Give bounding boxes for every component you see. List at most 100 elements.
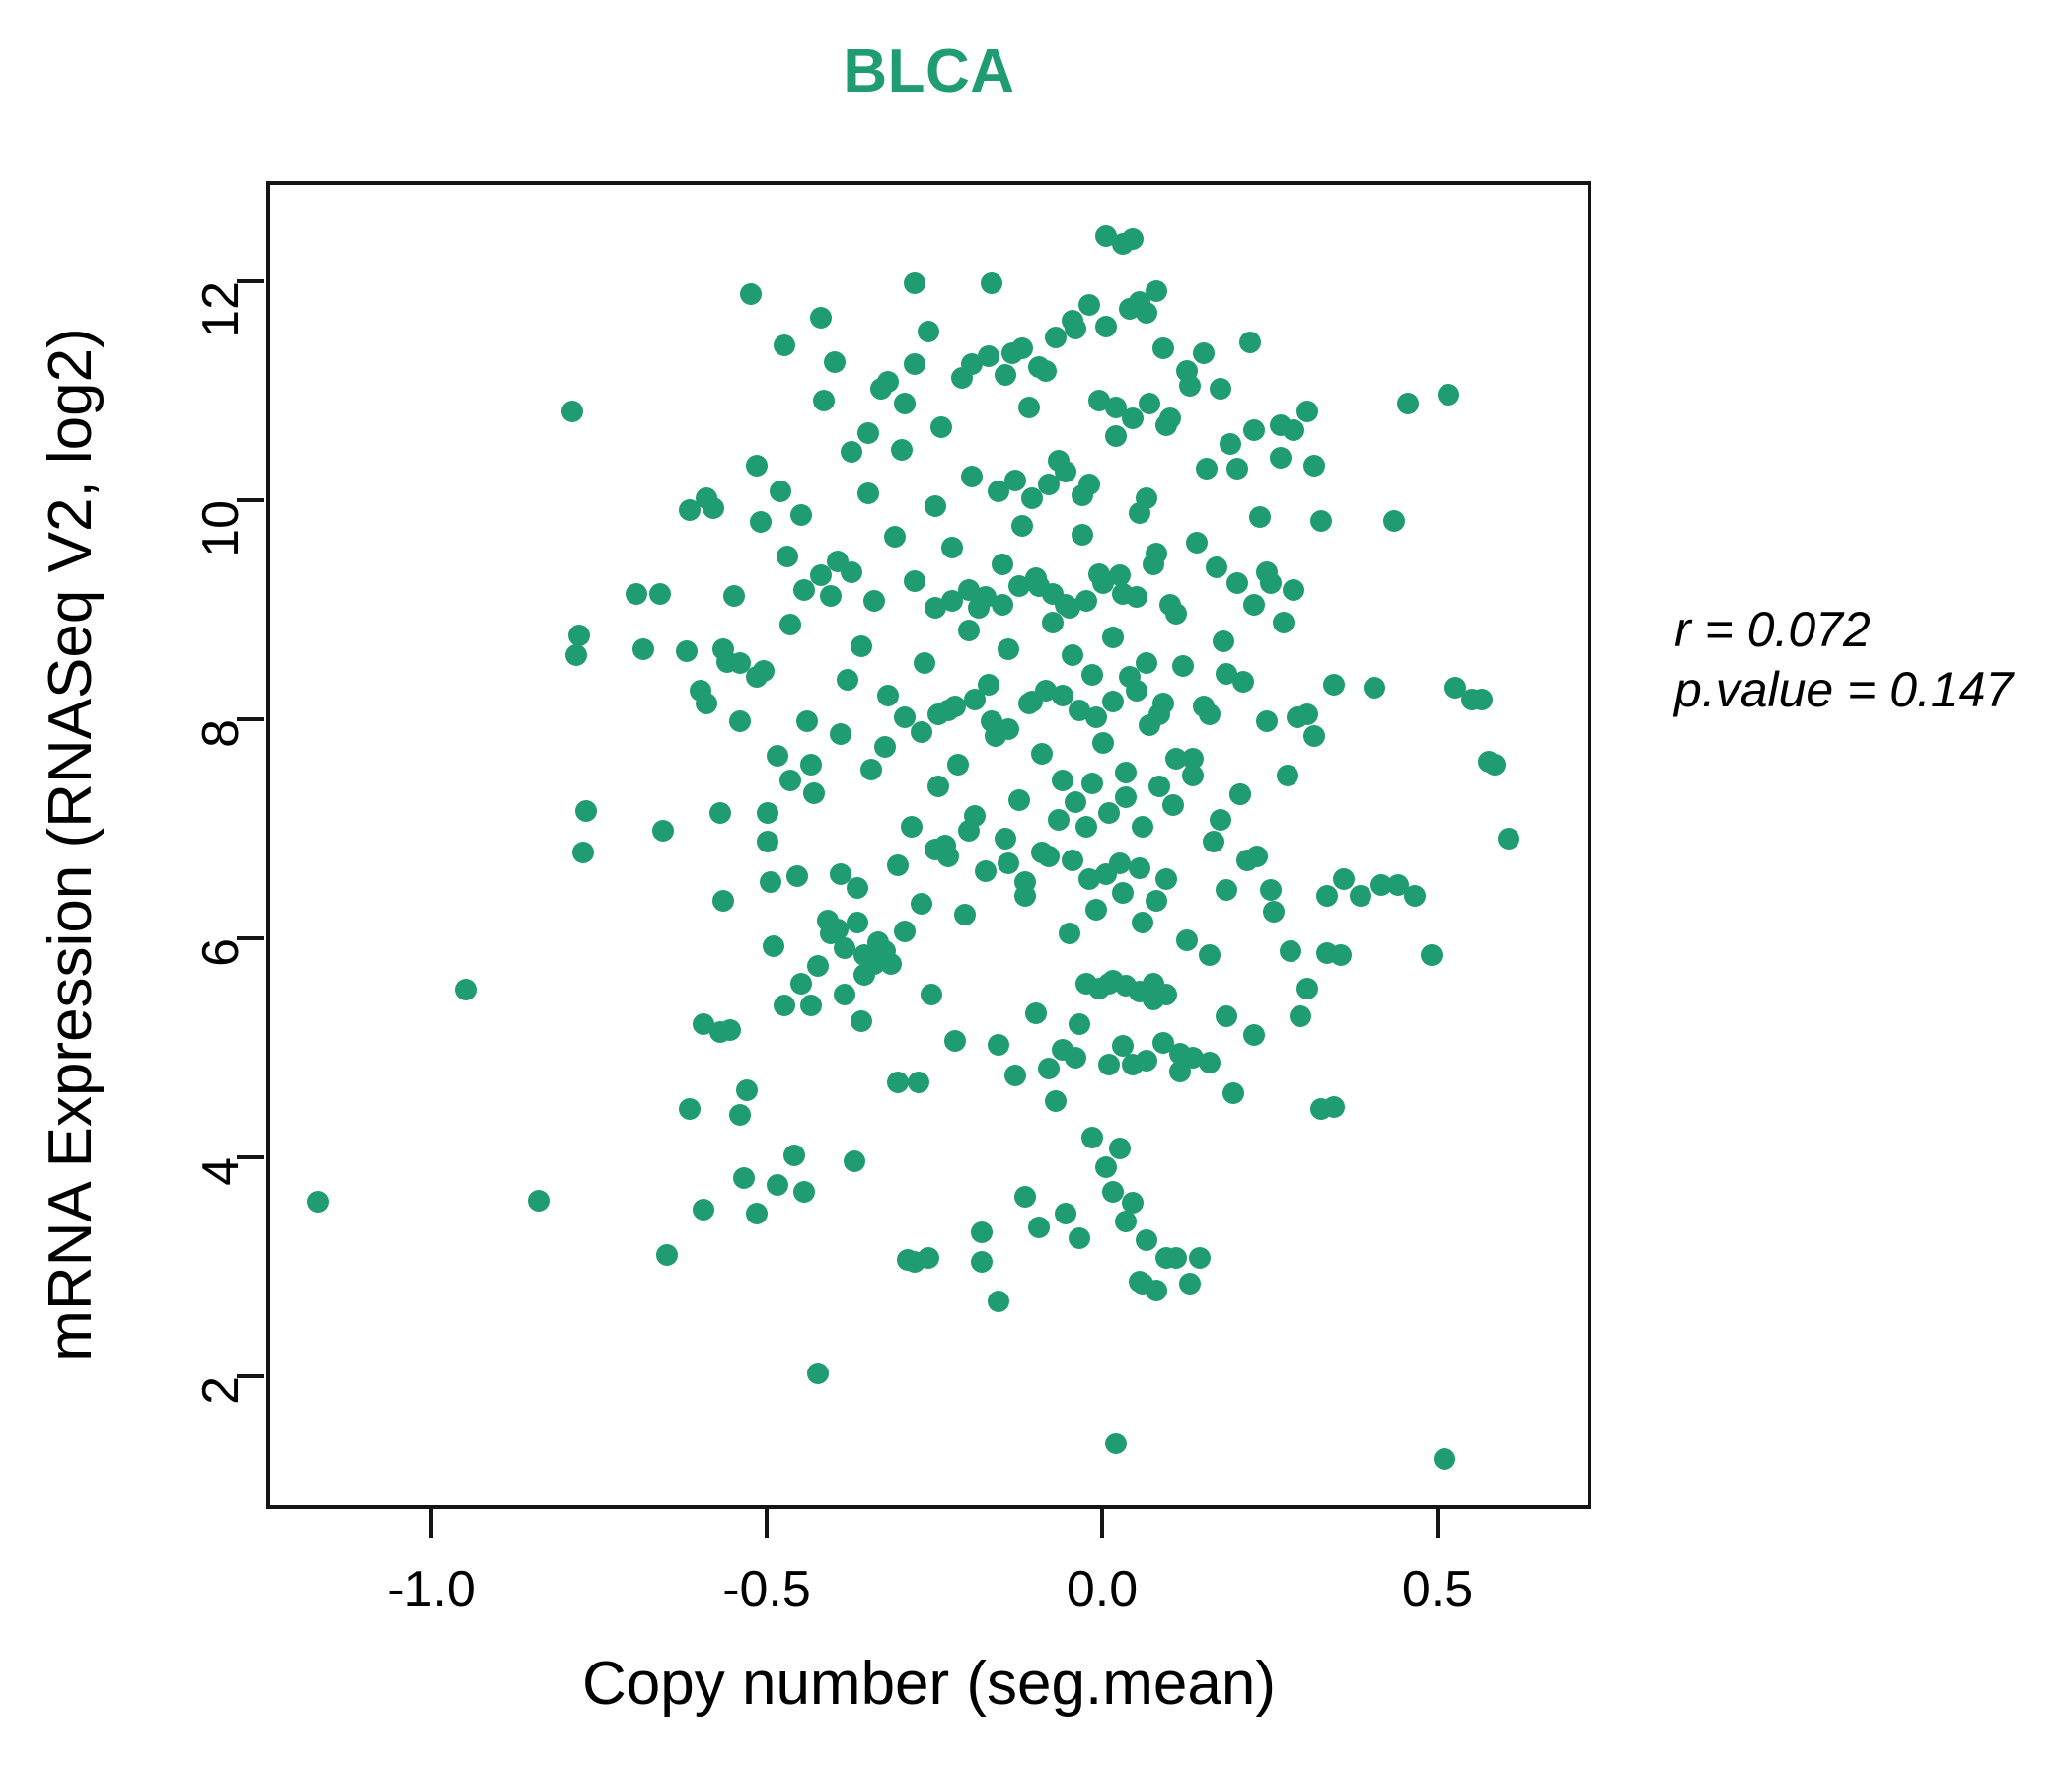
- y-tick-mark: [237, 936, 264, 940]
- data-point: [937, 846, 960, 868]
- data-point: [957, 819, 980, 842]
- data-point: [1151, 1032, 1174, 1055]
- data-point: [1151, 693, 1174, 715]
- data-point: [1125, 586, 1147, 609]
- data-point: [1028, 1216, 1050, 1238]
- data-point: [887, 1072, 910, 1094]
- data-point: [844, 1150, 865, 1172]
- data-point: [1101, 1181, 1124, 1204]
- data-point: [978, 345, 999, 368]
- data-point: [924, 597, 946, 620]
- data-point: [1091, 731, 1114, 754]
- data-point: [1132, 1273, 1154, 1295]
- data-point: [679, 1097, 702, 1120]
- y-tick-label: 12: [192, 281, 250, 338]
- data-point: [1142, 554, 1164, 576]
- data-point: [1158, 594, 1181, 617]
- data-point: [847, 876, 869, 899]
- data-point: [863, 953, 886, 976]
- data-point: [850, 1009, 872, 1032]
- data-point: [1041, 611, 1064, 633]
- data-point: [1229, 783, 1251, 806]
- data-point: [1024, 1002, 1047, 1025]
- data-point: [1350, 885, 1372, 908]
- data-point: [827, 550, 849, 572]
- data-point: [995, 364, 1016, 387]
- data-point: [1038, 474, 1061, 496]
- x-tick-label: -0.5: [722, 1561, 811, 1618]
- data-point: [799, 754, 822, 777]
- data-point: [1192, 341, 1215, 364]
- data-point: [746, 666, 769, 689]
- data-point: [914, 651, 936, 674]
- data-point: [746, 1203, 769, 1225]
- data-point: [1115, 786, 1138, 809]
- data-point: [1246, 846, 1268, 868]
- data-point: [1369, 874, 1392, 897]
- data-point: [777, 546, 798, 568]
- data-point: [779, 614, 802, 636]
- data-point: [1101, 627, 1124, 649]
- data-point: [1239, 331, 1262, 353]
- data-point: [1276, 765, 1298, 787]
- data-point: [1024, 567, 1047, 590]
- data-point: [988, 1034, 1010, 1057]
- x-tick-mark: [765, 1509, 769, 1538]
- data-point: [1135, 301, 1157, 324]
- data-point: [904, 271, 926, 294]
- data-point: [1386, 874, 1409, 897]
- x-axis-label: Copy number (seg.mean): [582, 1650, 1276, 1718]
- data-point: [1078, 293, 1100, 316]
- data-point: [1323, 674, 1346, 697]
- data-point: [1434, 1447, 1456, 1470]
- data-point: [1135, 1049, 1157, 1072]
- data-point: [900, 816, 923, 839]
- data-point: [571, 841, 594, 863]
- data-point: [736, 1078, 759, 1101]
- x-tick-mark: [429, 1509, 433, 1538]
- y-tick-mark: [237, 1374, 264, 1378]
- data-point: [1091, 571, 1114, 594]
- data-point: [1256, 709, 1279, 732]
- data-point: [1081, 664, 1104, 687]
- data-point: [957, 619, 980, 641]
- data-point: [1259, 878, 1282, 901]
- data-point: [1242, 1024, 1265, 1047]
- x-tick-label: 0.5: [1401, 1561, 1474, 1618]
- data-point: [803, 782, 826, 805]
- data-point: [648, 583, 671, 606]
- data-point: [782, 1145, 805, 1167]
- p-value: p.value = 0.147: [1674, 662, 2014, 717]
- data-point: [1146, 889, 1167, 912]
- data-point: [1014, 1185, 1037, 1208]
- data-point: [789, 504, 812, 527]
- data-point: [1175, 359, 1198, 382]
- data-point: [564, 644, 587, 667]
- data-point: [1055, 460, 1077, 482]
- data-point: [1216, 663, 1238, 686]
- data-point: [971, 1251, 994, 1274]
- data-point: [863, 589, 886, 612]
- data-point: [779, 769, 802, 791]
- data-point: [860, 758, 882, 780]
- data-point: [1068, 699, 1090, 721]
- stats-annotation: r = 0.072 p.value = 0.147: [1674, 600, 2013, 720]
- data-point: [961, 466, 983, 488]
- data-point: [1403, 885, 1426, 908]
- data-point: [773, 995, 795, 1017]
- data-point: [877, 685, 899, 707]
- data-point: [1242, 418, 1265, 441]
- data-point: [810, 564, 832, 587]
- data-point: [1280, 939, 1301, 962]
- data-point: [1115, 761, 1138, 783]
- data-point: [1364, 677, 1385, 700]
- data-point: [676, 639, 698, 662]
- data-point: [1118, 666, 1141, 689]
- data-point: [1155, 414, 1178, 437]
- data-point: [998, 852, 1020, 875]
- data-point: [1058, 597, 1080, 620]
- data-point: [1333, 867, 1356, 890]
- data-point: [1302, 455, 1325, 478]
- data-point: [1062, 849, 1083, 871]
- plot-area: [266, 181, 1591, 1509]
